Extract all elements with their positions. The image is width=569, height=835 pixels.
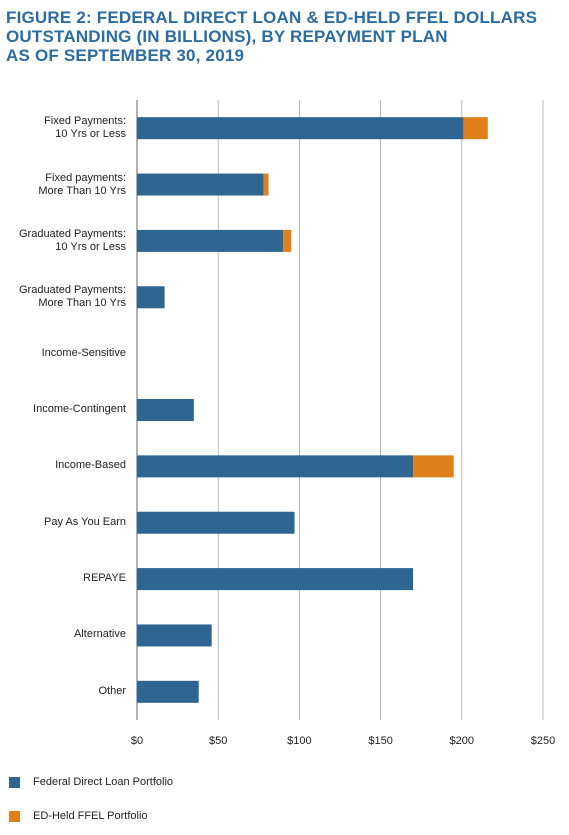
- bar-segment: [137, 680, 199, 703]
- chart-title: FIGURE 2: FEDERAL DIRECT LOAN & ED-HELD …: [6, 8, 538, 65]
- bar-segment: [137, 511, 295, 534]
- y-tick-label: Pay As You Earn: [44, 515, 126, 528]
- bar-segment: [463, 117, 488, 140]
- bar-segment: [137, 229, 284, 252]
- y-tick-label: Alternative: [74, 628, 126, 641]
- y-tick-label: Fixed Payments: 10 Yrs or Less: [44, 115, 126, 141]
- bar-segment: [137, 568, 414, 591]
- y-tick-label: Income-Contingent: [33, 403, 126, 415]
- y-tick-label: REPAYE: [83, 572, 126, 585]
- y-tick-label: Other: [98, 684, 126, 697]
- x-tick-label: $200: [450, 735, 474, 747]
- y-tick-label: Graduated Payments: 10 Yrs or Less: [18, 227, 126, 253]
- legend-swatch: [9, 811, 20, 822]
- x-tick-label: $150: [368, 735, 392, 747]
- x-tick-label: $100: [287, 735, 311, 747]
- bar-segment: [137, 399, 194, 421]
- bar-segment: [137, 455, 414, 478]
- x-tick-label: $50: [209, 735, 227, 747]
- y-tick-label: Fixed payments: More Than 10 Yrs: [38, 171, 126, 197]
- legend-label: ED-Held FFEL Portfolio: [33, 810, 148, 822]
- bar-segment: [137, 173, 264, 196]
- x-tick-label: $250: [531, 735, 555, 747]
- bar-segment: [413, 455, 454, 478]
- legend-swatch: [9, 777, 20, 788]
- y-tick-label: Income-Sensitive: [41, 346, 126, 359]
- bar-segment: [137, 286, 165, 309]
- y-tick-label: Graduated Payments: More Than 10 Yrs: [18, 284, 126, 310]
- bar-segment: [137, 117, 464, 140]
- bar-segment: [137, 624, 212, 647]
- legend-label: Federal Direct Loan Portfolio: [33, 776, 174, 788]
- bar-segment: [263, 173, 269, 196]
- y-tick-label: Income-Based: [55, 459, 126, 472]
- x-tick-label: $0: [131, 735, 143, 747]
- bar-segment: [283, 229, 292, 252]
